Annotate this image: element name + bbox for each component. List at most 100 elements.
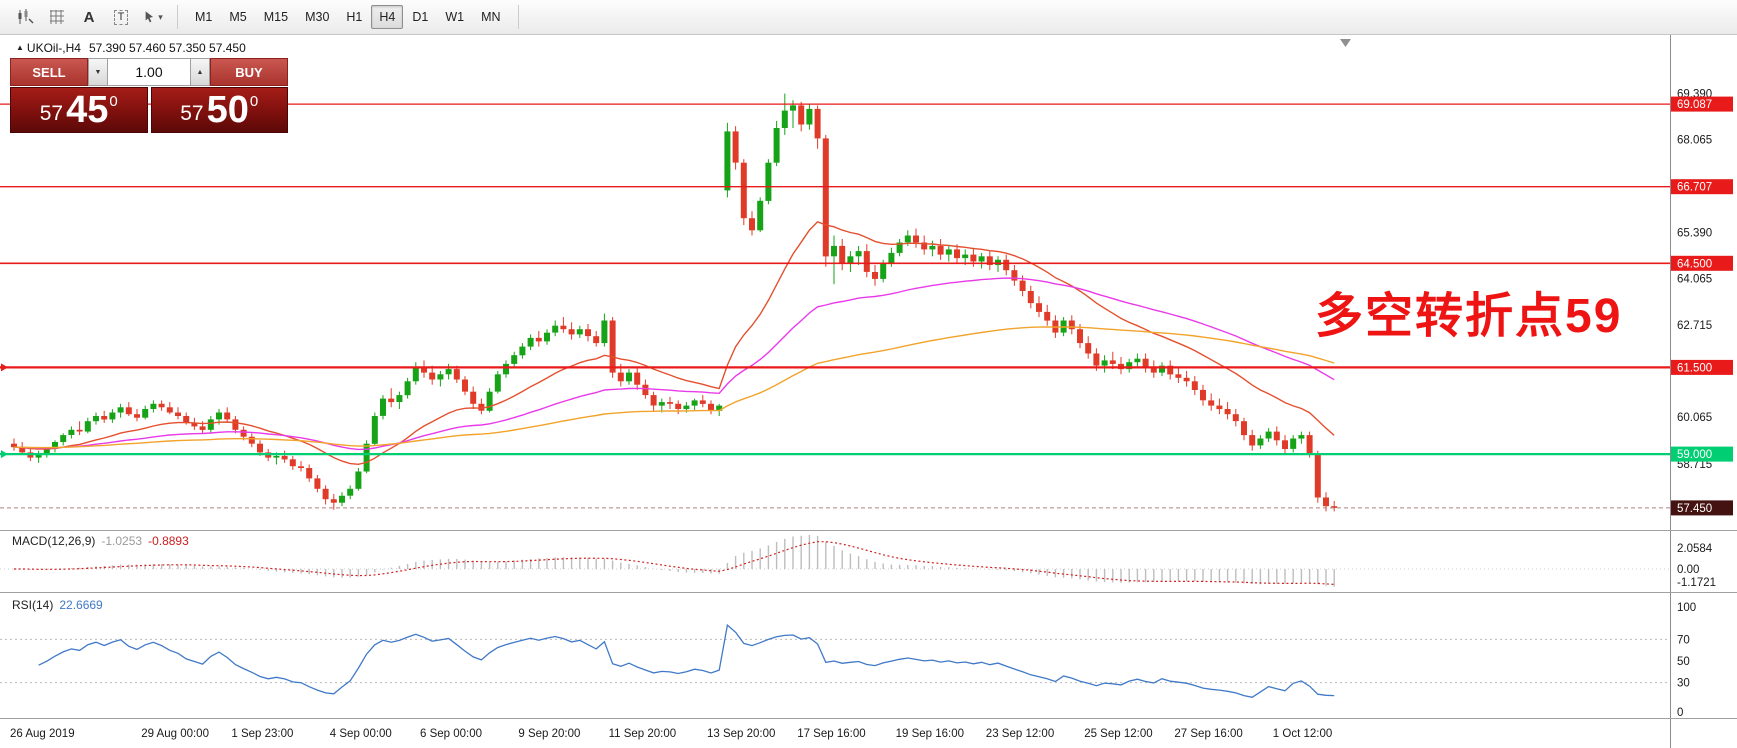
svg-text:64.500: 64.500 — [1677, 258, 1712, 270]
svg-text:1 Oct 12:00: 1 Oct 12:00 — [1273, 728, 1332, 740]
price-axis[interactable] — [1671, 35, 1737, 748]
shift-marker-icon[interactable] — [1340, 39, 1351, 47]
timeframe-button-m30[interactable]: M30 — [297, 5, 337, 29]
line-left-marker-icon — [1, 450, 8, 459]
timeframe-group: M1 M5 M15 M30 H1 H4 D1 W1 MN — [187, 5, 509, 29]
ohlc-values: 57.390 57.460 57.350 57.450 — [88, 41, 246, 55]
svg-text:60.065: 60.065 — [1677, 412, 1712, 424]
macd-name: MACD(12,26,9) — [12, 534, 96, 548]
svg-text:23 Sep 12:00: 23 Sep 12:00 — [986, 728, 1054, 740]
text-tool-icon[interactable]: T — [106, 4, 136, 31]
macd-histogram — [21, 535, 1335, 587]
timeframe-button-mn[interactable]: MN — [473, 5, 508, 29]
price-badges: 69.087 66.707 64.500 61.500 59.000 57.450 — [1671, 96, 1733, 516]
svg-text:-1.1721: -1.1721 — [1677, 577, 1716, 589]
sell-price-prefix: 57 — [39, 101, 64, 125]
svg-text:50: 50 — [1677, 656, 1690, 668]
toolbar-separator — [177, 5, 178, 29]
svg-text:0.00: 0.00 — [1677, 564, 1699, 576]
svg-text:30: 30 — [1677, 678, 1690, 690]
macd-main-value: -1.0253 — [101, 534, 143, 548]
rsi-name: RSI(14) — [12, 598, 54, 612]
svg-text:1 Sep 23:00: 1 Sep 23:00 — [231, 728, 293, 740]
sell-button[interactable]: SELL — [10, 58, 88, 86]
rsi-value: 22.6669 — [59, 598, 103, 612]
symbol-timeframe-label: UKOil-,H4 — [26, 41, 81, 55]
svg-text:29 Aug 00:00: 29 Aug 00:00 — [141, 728, 209, 740]
rsi-indicator-label: RSI(14) 22.6669 — [12, 598, 109, 612]
symbol-marker-icon: ▲ — [16, 43, 24, 52]
sell-price-big-digits: 45 — [66, 89, 109, 131]
time-axis[interactable] — [0, 719, 1670, 748]
timeframe-button-m5[interactable]: M5 — [221, 5, 254, 29]
ma-line-120 — [13, 326, 1335, 449]
volume-input[interactable] — [108, 58, 190, 86]
svg-text:4 Sep 00:00: 4 Sep 00:00 — [330, 728, 392, 740]
svg-text:9 Sep 20:00: 9 Sep 20:00 — [518, 728, 580, 740]
macd-axis-labels: 2.0584 0.00-1.1721 — [1677, 543, 1716, 589]
sell-price-superscript: 0 — [109, 93, 118, 110]
buy-button[interactable]: BUY — [210, 58, 288, 86]
timeframe-button-h4[interactable]: H4 — [371, 5, 404, 29]
svg-text:65.390: 65.390 — [1677, 227, 1712, 239]
one-click-trading-panel: SELL ▼ ▲ BUY 57 45 0 57 50 0 — [10, 58, 288, 133]
chart-background — [0, 35, 1737, 748]
cursor-tool-icon[interactable]: ▾ — [138, 4, 168, 31]
macd-signal-value: -0.8893 — [148, 534, 189, 548]
svg-text:100: 100 — [1677, 602, 1696, 614]
svg-text:19 Sep 16:00: 19 Sep 16:00 — [896, 728, 964, 740]
line-left-marker-icon — [1, 363, 8, 372]
price-axis-labels: 69.39068.06565.39064.06562.71560.06558.7… — [1677, 89, 1712, 471]
svg-text:64.065: 64.065 — [1677, 273, 1712, 285]
buy-price-prefix: 57 — [180, 101, 204, 125]
macd-signal-line — [14, 541, 1335, 585]
svg-text:59.000: 59.000 — [1677, 449, 1712, 461]
ma-line-21 — [13, 220, 1335, 466]
font-tool-icon[interactable]: A — [74, 4, 104, 31]
ma-line-55 — [13, 277, 1335, 451]
volume-increase-button[interactable]: ▲ — [190, 58, 210, 86]
toolbar: A T ▾ M1 M5 M15 M30 H1 H4 D1 W1 MN — [0, 0, 1737, 35]
font-tool-label: A — [83, 8, 95, 26]
chart-objects-icon[interactable] — [10, 4, 40, 31]
indicator-grid-icon[interactable] — [42, 4, 72, 31]
volume-decrease-button[interactable]: ▼ — [88, 58, 108, 86]
timeframe-button-m1[interactable]: M1 — [187, 5, 220, 29]
svg-text:25 Sep 12:00: 25 Sep 12:00 — [1084, 728, 1152, 740]
svg-text:26 Aug 2019: 26 Aug 2019 — [10, 728, 75, 740]
svg-text:17 Sep 16:00: 17 Sep 16:00 — [797, 728, 865, 740]
timeframe-button-m15[interactable]: M15 — [256, 5, 296, 29]
buy-price-big-digits: 50 — [206, 89, 249, 131]
macd-indicator-label: MACD(12,26,9) -1.0253 -0.8893 — [12, 534, 195, 548]
svg-text:58.715: 58.715 — [1677, 459, 1712, 471]
timeframe-button-h1[interactable]: H1 — [338, 5, 370, 29]
svg-text:11 Sep 20:00: 11 Sep 20:00 — [609, 728, 677, 740]
timeframe-button-w1[interactable]: W1 — [437, 5, 472, 29]
svg-text:2.0584: 2.0584 — [1677, 543, 1713, 555]
svg-text:62.715: 62.715 — [1677, 320, 1712, 332]
svg-text:13 Sep 20:00: 13 Sep 20:00 — [707, 728, 775, 740]
chart-title: ▲ UKOil-,H4 57.390 57.460 57.350 57.450 — [16, 41, 246, 55]
sell-price-display[interactable]: 57 45 0 — [10, 87, 148, 133]
svg-text:0: 0 — [1677, 707, 1683, 719]
rsi-axis-labels: 100 70 50 30 0 — [1677, 602, 1696, 719]
buy-price-display[interactable]: 57 50 0 — [150, 87, 288, 133]
svg-text:61.500: 61.500 — [1677, 362, 1712, 374]
svg-text:57.450: 57.450 — [1677, 503, 1712, 515]
toolbar-separator — [517, 5, 519, 29]
time-axis-labels: 26 Aug 2019 29 Aug 00:00 1 Sep 23:00 4 Sep … — [10, 728, 1332, 740]
timeframe-button-d1[interactable]: D1 — [404, 5, 436, 29]
svg-text:68.065: 68.065 — [1677, 135, 1712, 147]
rsi-line — [38, 623, 1335, 698]
svg-text:27 Sep 16:00: 27 Sep 16:00 — [1174, 728, 1242, 740]
candlesticks — [11, 93, 1338, 512]
cursor-dropdown-caret-icon: ▾ — [158, 11, 163, 22]
chart-annotation-text[interactable]: 多空转折点59 — [1315, 290, 1623, 343]
svg-text:66.707: 66.707 — [1677, 182, 1712, 194]
buy-price-superscript: 0 — [249, 93, 259, 110]
svg-text:69.087: 69.087 — [1677, 99, 1712, 111]
svg-text:6 Sep 00:00: 6 Sep 00:00 — [420, 728, 482, 740]
svg-text:70: 70 — [1677, 634, 1690, 646]
